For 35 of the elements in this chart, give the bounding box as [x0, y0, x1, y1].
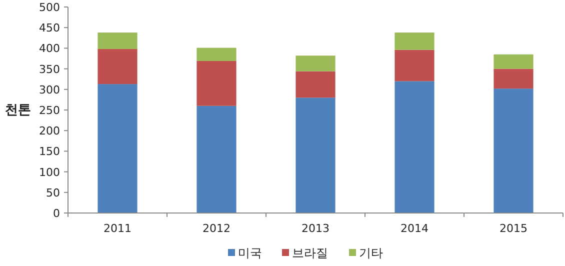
bar: [494, 68, 534, 89]
bar: [98, 32, 138, 50]
legend-label: 기타: [359, 246, 383, 260]
y-tick-label: 400: [39, 42, 60, 56]
y-tick-label: 0: [53, 207, 60, 220]
y-tick-label: 200: [39, 124, 60, 138]
bar: [394, 50, 434, 82]
bar: [494, 88, 534, 213]
bar: [296, 56, 336, 72]
bar: [394, 32, 434, 50]
bar: [296, 71, 336, 98]
x-tick-label: 2012: [202, 222, 230, 235]
bar: [394, 81, 434, 213]
x-tick-label: 2013: [302, 222, 330, 235]
y-tick-label: 350: [39, 62, 60, 76]
y-tick-label: 500: [39, 1, 60, 14]
y-axis-title: 천톤: [5, 103, 31, 118]
bar: [296, 98, 336, 213]
bar: [98, 84, 138, 213]
y-tick-label: 450: [39, 22, 60, 35]
x-tick-label: 2014: [400, 222, 428, 235]
legend-label: 미국: [238, 246, 262, 260]
y-tick-label: 250: [39, 104, 60, 117]
y-tick-label: 300: [39, 83, 60, 96]
bar: [196, 48, 236, 61]
y-tick-label: 50: [46, 186, 60, 200]
bar: [98, 49, 138, 84]
x-tick-label: 2015: [500, 222, 528, 235]
bar: [196, 60, 236, 106]
y-tick-label: 100: [39, 166, 60, 179]
x-tick-label: 2011: [104, 222, 132, 235]
legend-label: 브라질: [292, 246, 328, 260]
y-tick-label: 150: [39, 145, 60, 158]
bar: [196, 106, 236, 213]
bar: [494, 54, 534, 69]
